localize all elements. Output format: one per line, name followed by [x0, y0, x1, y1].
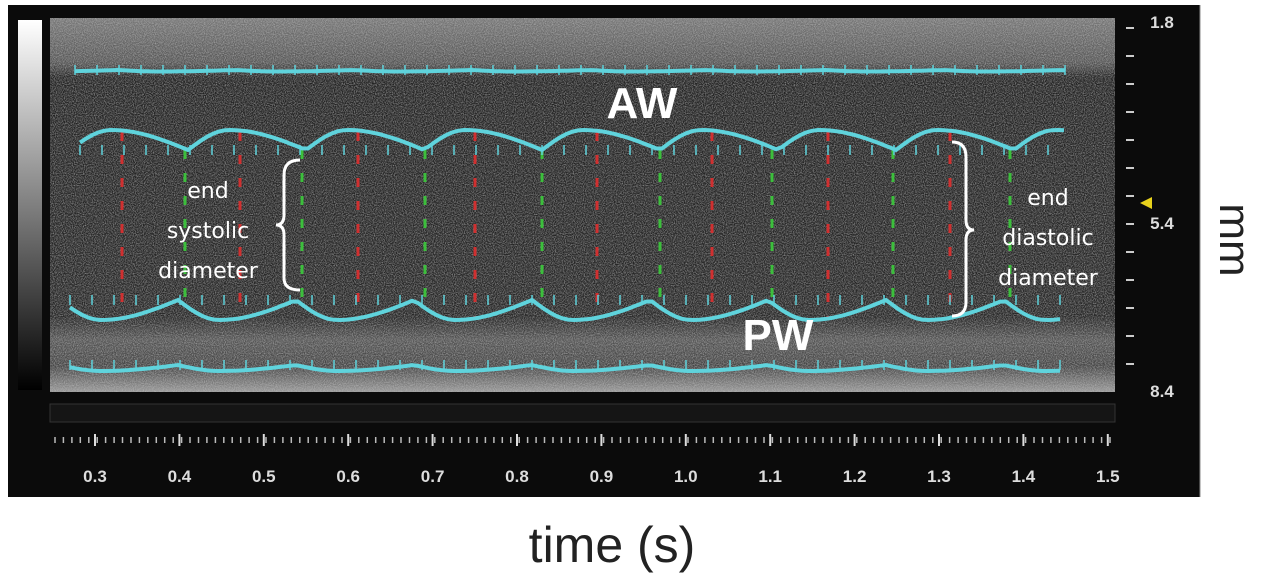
gray-scale-bar [18, 20, 42, 390]
x-tick-label: 0.3 [83, 467, 107, 486]
aw-label: AW [607, 79, 678, 128]
ed-label: diastolic [1002, 226, 1093, 251]
x-tick-label: 0.9 [590, 467, 614, 486]
y-tick-label: 8.4 [1150, 382, 1174, 401]
x-tick-label: 1.3 [927, 467, 951, 486]
traces [68, 65, 1066, 374]
brace [951, 140, 975, 318]
es-label: end [187, 179, 228, 204]
x-tick-label: 1.5 [1096, 467, 1120, 486]
ed-label: end [1027, 186, 1068, 211]
time-ruler: 0.3 0.4 0.5 0.6 0.7 0.8 0.9 1.0 1.1 1.2 1.3 1.4 1.5 [54, 434, 1120, 486]
x-tick-label: 0.4 [168, 467, 192, 486]
x-tick-label: 1.2 [843, 467, 867, 486]
wall-trace [78, 127, 1065, 153]
wall-trace [69, 362, 1061, 374]
x-tick-label: 0.7 [421, 467, 445, 486]
strip [49, 403, 1116, 423]
x-tick-label: 0.5 [252, 467, 276, 486]
es-label: systolic [167, 219, 249, 244]
pw-label: PW [743, 311, 814, 360]
x-tick-label: 1.4 [1012, 467, 1036, 486]
x-tick-label: 0.8 [505, 467, 529, 486]
x-axis-title: time (s) [529, 517, 696, 573]
speckle [50, 18, 1115, 392]
ed-label: diameter [998, 266, 1099, 291]
y-tick-label: 1.8 [1150, 13, 1174, 32]
x-tick-label: 1.0 [674, 467, 698, 486]
marker [1140, 197, 1152, 209]
x-tick-label: 1.1 [758, 467, 782, 486]
wall-trace [74, 67, 1066, 74]
wall-trace [68, 297, 1061, 323]
y-unit: mm [1210, 203, 1259, 276]
x-tick-label: 0.6 [336, 467, 360, 486]
es-label: diameter [158, 259, 259, 284]
y-tick-label: 5.4 [1150, 214, 1174, 233]
brace [275, 158, 301, 292]
